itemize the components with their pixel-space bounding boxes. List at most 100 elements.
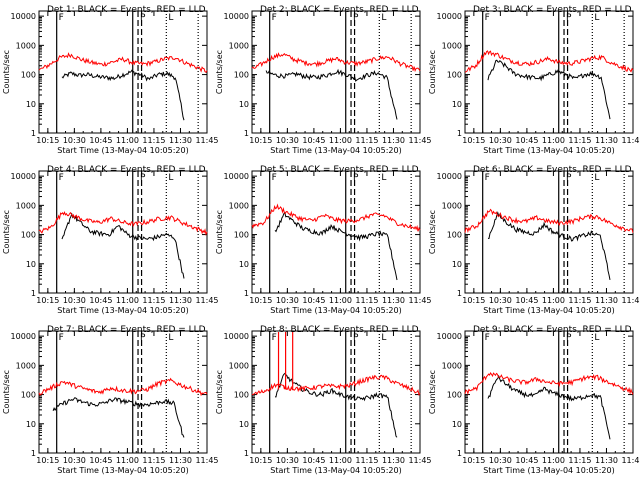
series-events [61, 212, 185, 279]
marker-P: P [140, 333, 146, 343]
x-tick-label: 10:45 [515, 456, 538, 465]
series-lld [251, 203, 421, 232]
series-events [487, 211, 611, 280]
x-axis-label: Start Time (13-May-04 10:05:20) [270, 146, 401, 155]
x-tick-label: 10:15 [249, 456, 272, 465]
marker-P: P [140, 13, 146, 23]
x-tick-label: 10:15 [36, 456, 59, 465]
x-axis-label: Start Time (13-May-04 10:05:20) [57, 306, 188, 315]
series-events [61, 69, 185, 121]
x-tick-label: 11:00 [542, 456, 565, 465]
y-tick-label: 10 [452, 100, 462, 109]
panel-8: Det 8: BLACK = Events, RED = LLD 1 10 100 10… [215, 325, 432, 475]
x-tick-label: 10:45 [89, 296, 112, 305]
x-tick-label: 10:45 [89, 136, 112, 145]
x-tick-label: 11:30 [169, 136, 192, 145]
x-tick-label: 10:45 [515, 296, 538, 305]
y-tick-label: 1000 [229, 361, 249, 370]
x-tick-label: 11:45 [195, 296, 218, 305]
series-lld [464, 208, 634, 234]
x-tick-label: 10:15 [462, 136, 485, 145]
series-lld [38, 210, 208, 237]
x-tick-label: 10:45 [515, 136, 538, 145]
x-tick-label: 10:45 [302, 136, 325, 145]
x-tick-label: 10:30 [276, 456, 299, 465]
y-tick-label: 10000 [224, 12, 249, 21]
x-tick-label: 11:45 [195, 456, 218, 465]
plot-title: Det 2: BLACK = Events, RED = LLD [260, 5, 419, 15]
series-events [52, 397, 185, 438]
y-tick-label: 10000 [437, 12, 462, 21]
x-tick-label: 11:15 [568, 456, 591, 465]
y-tick-label: 1 [31, 289, 36, 298]
marker-L: L [594, 173, 599, 183]
y-tick-label: 100 [234, 231, 249, 240]
marker-L: L [168, 13, 173, 23]
y-axis-label: Counts/sec [428, 50, 437, 94]
x-axis-label: Start Time (13-May-04 10:05:20) [57, 466, 188, 475]
x-tick-label: 11:15 [568, 296, 591, 305]
panel-6: Det 6: BLACK = Events, RED = LLD 1 10 100 10… [428, 165, 640, 315]
y-tick-label: 100 [21, 71, 36, 80]
marker-P: P [353, 173, 359, 183]
x-tick-label: 10:45 [302, 456, 325, 465]
series-events [487, 59, 611, 120]
x-tick-label: 10:30 [489, 456, 512, 465]
plot-title: Det 4: BLACK = Events, RED = LLD [47, 165, 206, 175]
x-tick-label: 10:15 [462, 296, 485, 305]
marker-P: P [353, 333, 359, 343]
y-tick-label: 1 [244, 449, 249, 458]
x-tick-label: 11:30 [169, 296, 192, 305]
marker-P: P [140, 173, 146, 183]
plot-title: Det 7: BLACK = Events, RED = LLD [47, 325, 206, 335]
panel-2: Det 2: BLACK = Events, RED = LLD 1 10 100 10… [215, 5, 432, 155]
marker-P: P [353, 13, 359, 23]
plot-frame [464, 10, 634, 134]
plot-title: Det 9: BLACK = Events, RED = LLD [473, 325, 632, 335]
y-tick-label: 1 [31, 449, 36, 458]
marker-L: L [381, 13, 386, 23]
marker-P: P [566, 13, 572, 23]
panel-4: Det 4: BLACK = Events, RED = LLD 1 10 100 10… [2, 165, 219, 315]
x-axis-label: Start Time (13-May-04 10:05:20) [270, 466, 401, 475]
marker-P: P [566, 333, 572, 343]
y-axis-label: Counts/sec [215, 50, 224, 94]
panel-9: Det 9: BLACK = Events, RED = LLD 1 10 100 10… [428, 325, 640, 475]
x-tick-label: 11:15 [142, 136, 165, 145]
series-events [275, 372, 398, 438]
series-lld [38, 377, 208, 397]
marker-F: F [272, 173, 277, 183]
x-tick-label: 11:00 [116, 296, 139, 305]
x-tick-label: 10:30 [63, 136, 86, 145]
panel-1: Det 1: BLACK = Events, RED = LLD 1 10 100 10… [2, 5, 219, 155]
y-tick-label: 100 [447, 231, 462, 240]
y-tick-label: 10 [26, 420, 36, 429]
marker-F: F [485, 173, 490, 183]
x-tick-label: 11:30 [382, 136, 405, 145]
series-lld [464, 372, 634, 396]
x-tick-label: 10:30 [276, 136, 299, 145]
marker-L: L [381, 333, 386, 343]
marker-L: L [594, 333, 599, 343]
y-tick-label: 10 [452, 420, 462, 429]
x-tick-label: 11:45 [195, 136, 218, 145]
y-tick-label: 10000 [11, 332, 36, 341]
plot-title: Det 8: BLACK = Events, RED = LLD [260, 325, 419, 335]
plot-title: Det 1: BLACK = Events, RED = LLD [47, 5, 206, 15]
marker-F: F [272, 13, 277, 23]
marker-F: F [485, 13, 490, 23]
x-tick-label: 11:00 [116, 456, 139, 465]
x-tick-label: 11:00 [329, 296, 352, 305]
x-tick-label: 11:15 [355, 136, 378, 145]
series-lld [251, 374, 421, 397]
x-tick-label: 11:00 [542, 296, 565, 305]
y-axis-label: Counts/sec [2, 210, 11, 254]
y-tick-label: 1 [457, 449, 462, 458]
plot-frame [38, 330, 208, 454]
x-axis-label: Start Time (13-May-04 10:05:20) [57, 146, 188, 155]
marker-F: F [272, 333, 277, 343]
y-tick-label: 1000 [442, 41, 462, 50]
x-axis-label: Start Time (13-May-04 10:05:20) [483, 146, 614, 155]
y-tick-label: 10 [26, 100, 36, 109]
marker-L: L [168, 333, 173, 343]
